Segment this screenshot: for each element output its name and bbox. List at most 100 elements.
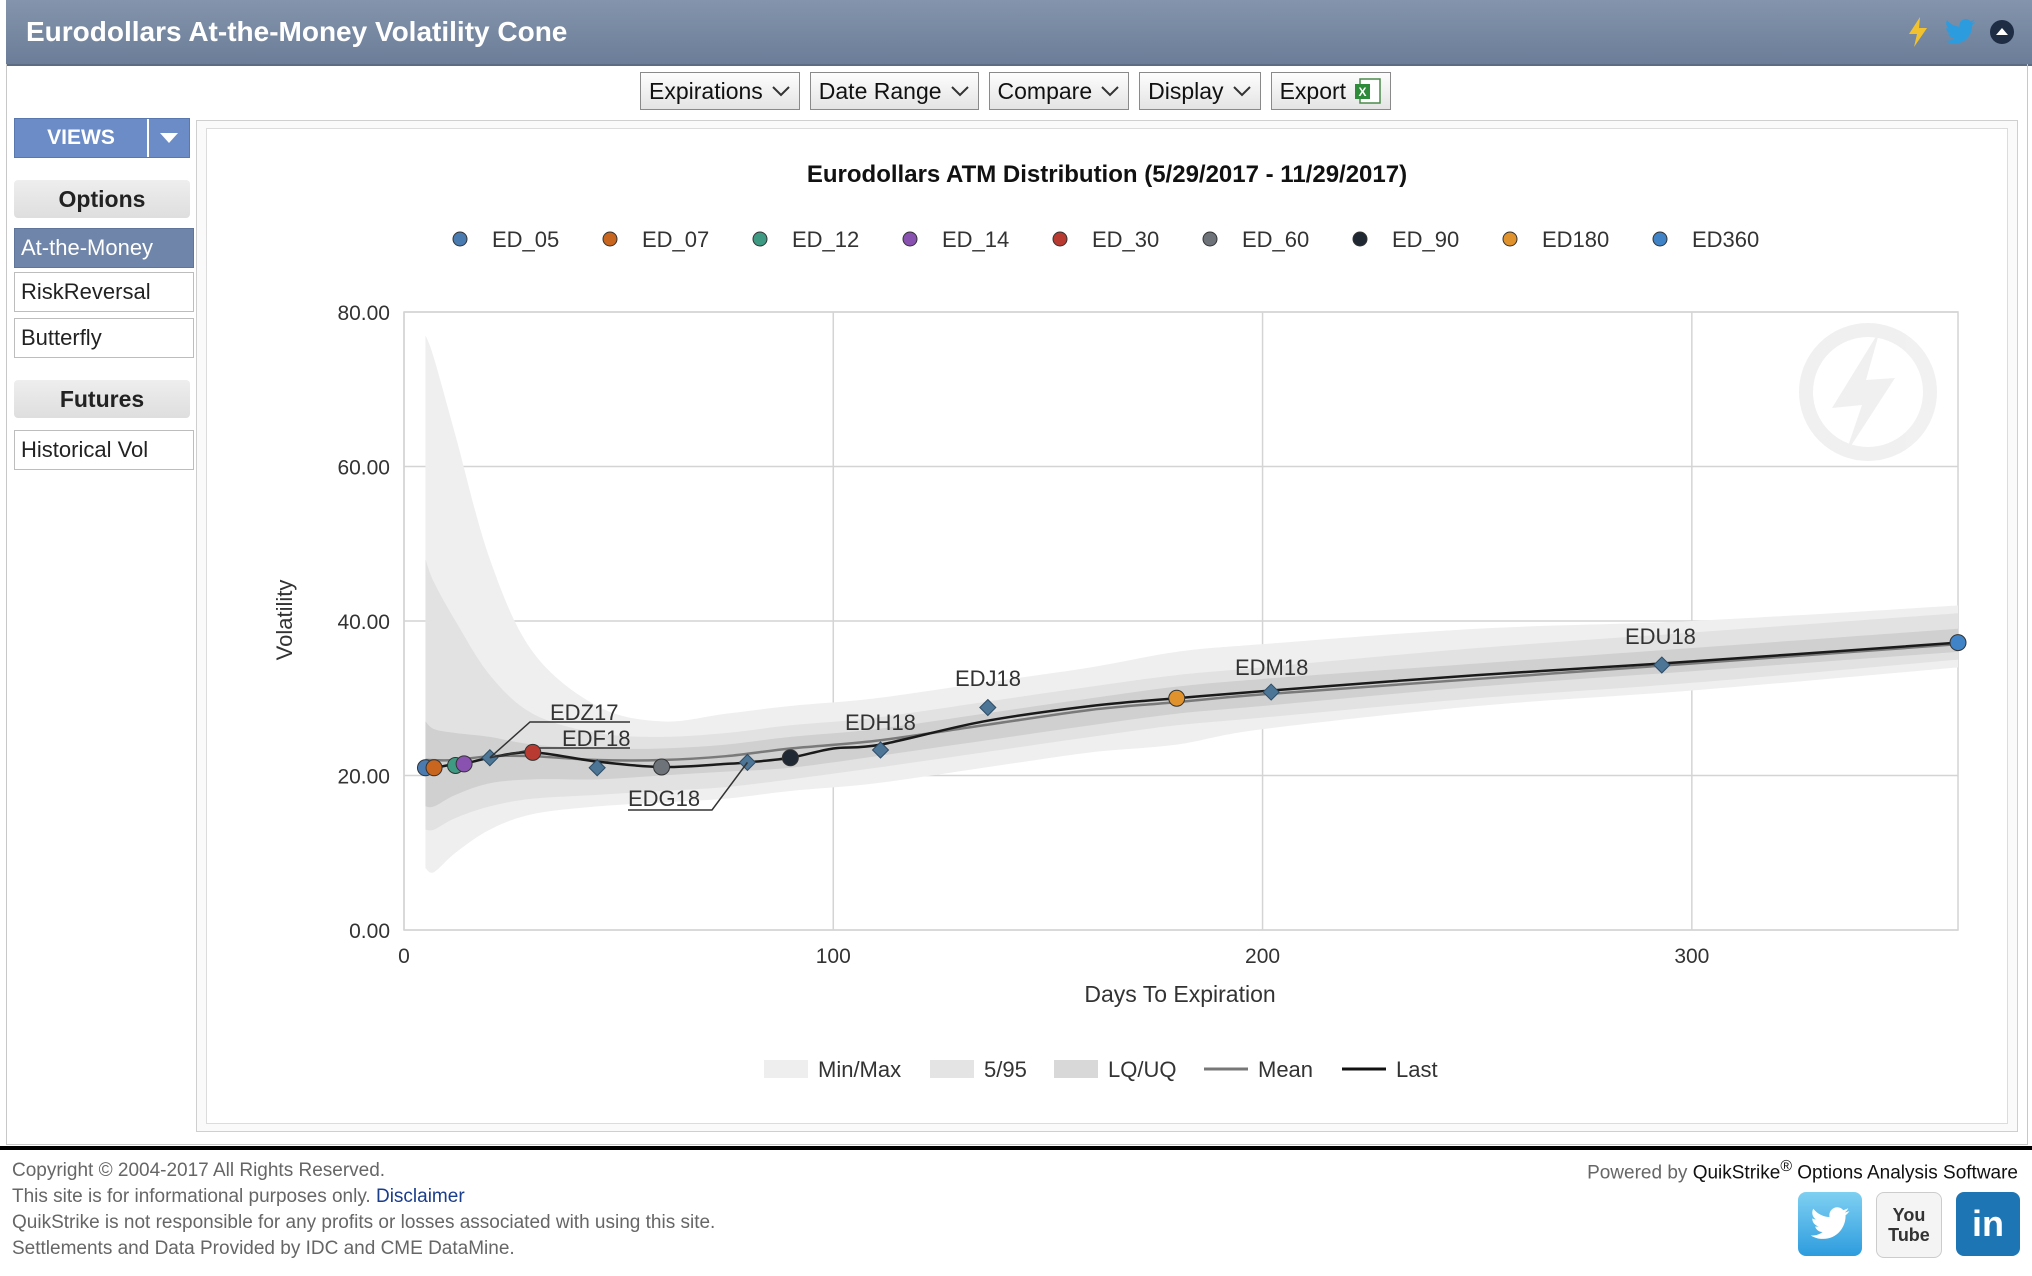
legend-top: ED_05 ED_07 ED_12 ED_14 ED_30 ED_60 ED_90 ED180… xyxy=(452,227,1759,252)
legend-5-95: 5/95 xyxy=(930,1057,1027,1082)
legend-label: ED_12 xyxy=(792,227,859,252)
y-axis-label: Volatility xyxy=(272,580,297,661)
sidebar-item-riskreversal[interactable]: RiskReversal xyxy=(14,272,194,312)
contract-diamond xyxy=(588,759,606,777)
twitter-bird-icon[interactable] xyxy=(1944,16,1976,48)
contract-point-edf18: EDF18 xyxy=(489,726,630,777)
legend-item-ed60: ED_60 xyxy=(1202,227,1309,252)
powered-by-label: Powered by xyxy=(1587,1162,1688,1184)
y-tick-label: 40.00 xyxy=(337,611,390,634)
atm-point-ed180 xyxy=(1168,689,1186,707)
display-dropdown[interactable]: Display xyxy=(1139,72,1261,110)
contract-point-edz17: EDZ17 xyxy=(481,700,630,767)
views-button[interactable]: VIEWS xyxy=(14,118,190,158)
contract-point-edh18: EDH18 xyxy=(845,710,916,759)
legend-label: ED_07 xyxy=(642,227,709,252)
expirations-dropdown[interactable]: Expirations xyxy=(640,72,800,110)
contract-label: EDH18 xyxy=(845,710,916,735)
excel-icon: X xyxy=(1355,78,1381,104)
contract-diamond xyxy=(871,741,890,759)
legend-label: ED_30 xyxy=(1092,227,1159,252)
date-range-dropdown[interactable]: Date Range xyxy=(809,72,979,110)
toolbar: Expirations Date Range Compare Display E… xyxy=(640,72,1392,110)
contract-point-edu18: EDU18 xyxy=(1625,624,1696,674)
y-tick-label: 60.00 xyxy=(337,457,390,480)
legend-lq-uq: LQ/UQ xyxy=(1054,1057,1176,1082)
legend-label: ED_05 xyxy=(492,227,559,252)
chevron-down-icon xyxy=(1232,86,1251,97)
legend-label: ED180 xyxy=(1542,227,1609,252)
legend-label: 5/95 xyxy=(984,1057,1027,1082)
settlements-text: Settlements and Data Provided by IDC and… xyxy=(12,1238,515,1259)
options-section-header: Options xyxy=(14,180,190,218)
legend-min-max: Min/Max xyxy=(764,1057,901,1082)
futures-section-header: Futures xyxy=(14,380,190,418)
display-label: Display xyxy=(1148,77,1224,104)
contract-point-edm18: EDM18 xyxy=(1235,655,1308,701)
chart-axes: 0.00 20.00 40.00 60.00 80.00 0 100 200 300 xyxy=(337,302,1709,968)
contract-label: EDF18 xyxy=(562,726,630,751)
legend-label: ED360 xyxy=(1692,227,1759,252)
info-line: This site is for informational purposes … xyxy=(12,1184,715,1210)
chevron-down-icon xyxy=(772,86,790,97)
copyright-text: Copyright © 2004-2017 All Rights Reserve… xyxy=(12,1160,386,1181)
label-leader-line xyxy=(489,721,630,759)
x-tick-label: 300 xyxy=(1674,945,1709,968)
views-dropdown-toggle[interactable] xyxy=(147,119,189,157)
export-label: Export xyxy=(1279,77,1347,104)
twitter-social-icon[interactable] xyxy=(1798,1192,1862,1256)
brand-link[interactable]: QuikStrike xyxy=(1692,1162,1781,1184)
contract-label: EDU18 xyxy=(1625,624,1696,649)
lightning-icon[interactable] xyxy=(1902,16,1934,48)
info-text: This site is for informational purposes … xyxy=(12,1186,371,1207)
legend-marker xyxy=(452,231,468,247)
contract-diamond xyxy=(1653,656,1671,674)
brand-tail: Options Analysis Software xyxy=(1797,1162,2018,1184)
social-links: You Tube in xyxy=(1798,1192,2020,1258)
legend-label: Min/Max xyxy=(818,1057,901,1082)
contract-label: EDJ18 xyxy=(955,666,1021,691)
legend-label: ED_90 xyxy=(1392,227,1459,252)
caret-down-icon xyxy=(160,133,178,143)
linkedin-social-icon[interactable]: in xyxy=(1956,1192,2020,1256)
contract-point-edg18: EDG18 xyxy=(628,753,757,811)
powered-by: Powered by QuikStrike® Options Analysis … xyxy=(1587,1158,2018,1184)
content-frame xyxy=(6,64,2028,1145)
quikstrike-watermark-icon xyxy=(1799,323,1937,461)
legend-mean: Mean xyxy=(1204,1057,1313,1082)
x-tick-label: 0 xyxy=(398,945,410,968)
legend-marker xyxy=(1352,231,1368,247)
contract-label: EDM18 xyxy=(1235,655,1308,680)
sidebar-item-at-the-money[interactable]: At-the-Money xyxy=(14,228,194,268)
youtube-social-icon[interactable]: You Tube xyxy=(1876,1192,1942,1258)
atm-point-ed90 xyxy=(781,749,799,767)
atm-point-ed07 xyxy=(425,759,443,777)
legend-item-ed14: ED_14 xyxy=(902,227,1009,252)
sidebar-item-butterfly[interactable]: Butterfly xyxy=(14,318,194,358)
disclaimer-link[interactable]: Disclaimer xyxy=(375,1186,465,1207)
legend-marker xyxy=(1652,231,1668,247)
legend-swatch xyxy=(1054,1060,1098,1078)
export-button[interactable]: Export X xyxy=(1270,72,1392,110)
legend-label: Last xyxy=(1396,1057,1438,1082)
chevron-down-icon xyxy=(1101,86,1119,97)
legend-item-ed180: ED180 xyxy=(1502,227,1609,252)
atm-point-ed14 xyxy=(455,755,473,773)
y-tick-label: 80.00 xyxy=(337,302,390,325)
legend-item-ed12: ED_12 xyxy=(752,227,859,252)
legend-label: ED_14 xyxy=(942,227,1009,252)
linkedin-icon-text: in xyxy=(1972,1203,2004,1244)
compare-dropdown[interactable]: Compare xyxy=(988,72,1130,110)
volatility-cone-chart: Eurodollars ATM Distribution (5/29/2017 … xyxy=(272,161,1967,1082)
page-title: Eurodollars At-the-Money Volatility Cone xyxy=(26,16,568,47)
sidebar-item-historical-vol[interactable]: Historical Vol xyxy=(14,430,194,470)
legend-item-ed90: ED_90 xyxy=(1352,227,1459,252)
responsibility-text: QuikStrike is not responsible for any pr… xyxy=(12,1212,716,1233)
contract-diamond xyxy=(979,698,997,717)
chart-title: Eurodollars ATM Distribution (5/29/2017 … xyxy=(807,161,1407,188)
youtube-icon-text: You Tube xyxy=(1888,1205,1930,1245)
x-tick-label: 100 xyxy=(816,945,851,968)
contract-diamond xyxy=(1262,683,1280,701)
collapse-icon[interactable] xyxy=(1986,16,2018,48)
